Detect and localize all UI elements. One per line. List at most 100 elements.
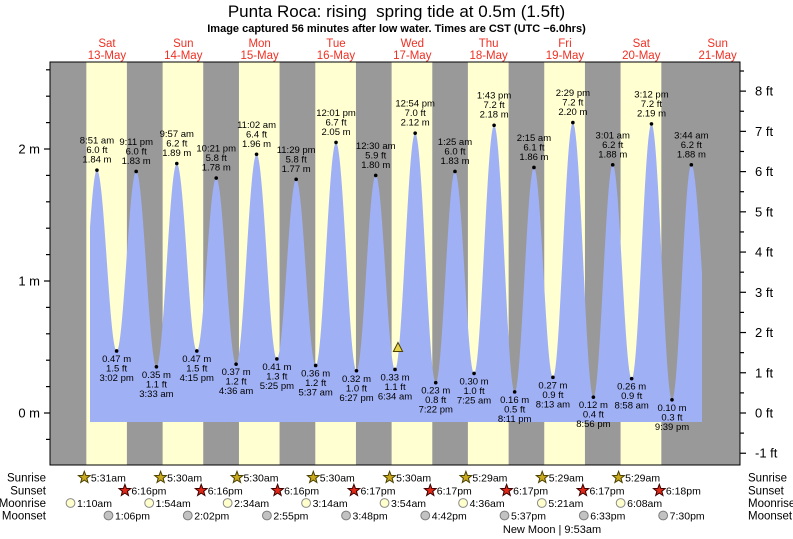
high-tide-label: 1.89 m	[162, 148, 191, 159]
high-tide-label: 8:51 am	[80, 136, 114, 147]
moonset-circle-icon	[578, 510, 589, 521]
high-tide-label: 7.2 ft	[484, 100, 505, 111]
moonset-entry: 6:33pm	[578, 510, 626, 522]
tide-extreme-dot	[472, 371, 476, 376]
day-name-label: Sun	[173, 38, 193, 50]
tide-extreme-dot	[433, 380, 438, 385]
low-tide-label: 4:36 am	[219, 386, 253, 397]
high-tide-label: 5.9 ft	[365, 150, 386, 161]
high-tide-label: 2:15 am	[517, 133, 551, 144]
high-tide-label: 6.7 ft	[325, 117, 346, 128]
row-label-left-moonset: Moonset	[2, 511, 47, 523]
moonrise-circle-icon	[379, 498, 390, 508]
tide-extreme-dot	[551, 375, 555, 380]
moonrise-time: 5:21am	[548, 498, 583, 510]
low-tide-label: 6:34 am	[378, 391, 412, 402]
low-tide-label: 1.2 ft	[305, 378, 326, 389]
ft-tick-label: 6 ft	[755, 164, 773, 179]
moonrise-time: 1:54am	[156, 498, 191, 510]
moonrise-time: 1:10am	[77, 498, 112, 510]
sunrise-star-icon	[153, 469, 168, 484]
moonrise-entry: 3:54am	[379, 498, 426, 510]
row-label-right-sunset: Sunset	[748, 486, 785, 498]
row-label-left-moonrise: Moonrise	[0, 498, 46, 510]
moonrise-time: 3:54am	[391, 498, 426, 510]
high-tide-label: 1.88 m	[677, 149, 706, 160]
moonset-time: 4:42pm	[432, 510, 467, 522]
current-tide-marker-icon	[392, 341, 404, 352]
high-tide-label: 3:12 pm	[634, 89, 668, 100]
day-name-label: Mon	[248, 38, 270, 50]
tide-extreme-dot	[649, 122, 654, 126]
high-tide-label: 10:21 pm	[196, 144, 236, 155]
sunrise-time: 5:30am	[320, 472, 355, 484]
high-tide-label: 11:29 pm	[277, 145, 316, 156]
row-label-left-sunrise: Sunrise	[7, 473, 46, 485]
sunset-entry: 6:17pm	[499, 482, 548, 497]
ft-tick-label: 1 ft	[755, 365, 773, 380]
row-label-right-sunrise: Sunrise	[748, 473, 787, 485]
high-tide-label: 1.96 m	[242, 139, 271, 150]
ft-tick-label: -1 ft	[755, 446, 778, 461]
high-tide-label: 3:44 am	[674, 130, 708, 141]
high-tide-label: 6.2 ft	[602, 140, 623, 151]
high-tide-label: 5.8 ft	[206, 153, 227, 164]
tide-curve-area	[90, 122, 702, 423]
high-tide-label: 2.20 m	[558, 107, 587, 118]
high-tide-label: 2.12 m	[401, 118, 430, 129]
high-tide-label: 1.88 m	[598, 149, 627, 160]
row-label-right-moonrise: Moonrise	[748, 498, 793, 510]
day-date-label: 14-May	[164, 50, 203, 62]
page-title: Punta Roca: rising spring tide at 0.5m (…	[227, 2, 566, 21]
sunrise-star-icon	[458, 469, 474, 484]
tide-extreme-dot	[670, 398, 674, 402]
moonset-entry: 1:06pm	[103, 510, 150, 522]
day-name-label: Fri	[558, 38, 571, 50]
sunrise-entry: 5:30am	[306, 469, 355, 484]
tide-extreme-dot	[275, 357, 279, 361]
tide-event-labels: 8:51 am6.0 ft1.84 m0.47 m1.5 ft3:02 pm9:…	[80, 88, 709, 433]
sunset-time: 6:16pm	[131, 485, 166, 497]
tide-extreme-dot	[610, 163, 615, 167]
moonset-entry: 5:37pm	[499, 510, 546, 522]
low-tide-label: 0.33 m	[380, 372, 409, 383]
low-tide-label: 1.0 ft	[463, 386, 484, 397]
new-moon-annotation: New Moon | 9:53am	[502, 524, 602, 536]
low-tide-label: 1.2 ft	[226, 377, 247, 388]
sunrise-entry: 5:31am	[77, 469, 126, 484]
high-tide-label: 1.78 m	[202, 163, 231, 174]
moonrise-time: 4:36am	[470, 498, 505, 510]
low-tide-label: 0.3 ft	[661, 412, 682, 423]
tide-extreme-dot	[453, 169, 457, 174]
sunrise-star-icon	[77, 469, 92, 484]
high-tide-label: 5.8 ft	[286, 154, 307, 165]
day-name-label: Sun	[707, 38, 727, 50]
y-axis-left: 0 m 1 m 2 m	[18, 69, 50, 440]
low-tide-label: 8:13 am	[536, 399, 570, 410]
moonset-circle-icon	[341, 510, 351, 521]
moonset-entry: 7:30pm	[658, 510, 705, 522]
low-tide-label: 0.5 ft	[504, 404, 525, 415]
low-tide-label: 7:25 am	[457, 395, 491, 406]
moonrise-entry: 3:14am	[301, 498, 348, 510]
sunset-star-icon	[346, 482, 362, 497]
moonrise-circle-icon	[222, 498, 233, 508]
moonset-time: 7:30pm	[670, 510, 705, 522]
low-tide-label: 1.0 ft	[346, 383, 367, 394]
high-tide-label: 6.2 ft	[166, 139, 187, 150]
sunrise-time: 5:29am	[549, 472, 584, 484]
sunset-entry: 6:16pm	[270, 482, 319, 497]
high-tide-label: 3:01 am	[596, 130, 630, 141]
low-tide-label: 8:58 am	[614, 401, 648, 412]
sunrise-entry: 5:29am	[534, 469, 584, 484]
low-tide-label: 0.16 m	[500, 395, 529, 406]
low-tide-label: 5:25 pm	[260, 381, 294, 392]
tide-extreme-dot	[689, 163, 694, 167]
tide-extreme-dot	[629, 376, 634, 381]
sunrise-star-icon	[534, 469, 550, 484]
sunrise-entry: 5:30am	[382, 469, 431, 484]
sunrise-star-icon	[306, 469, 321, 484]
high-tide-label: 2:29 pm	[556, 88, 590, 99]
high-tide-label: 1.83 m	[440, 156, 469, 167]
low-tide-label: 0.47 m	[182, 354, 211, 365]
